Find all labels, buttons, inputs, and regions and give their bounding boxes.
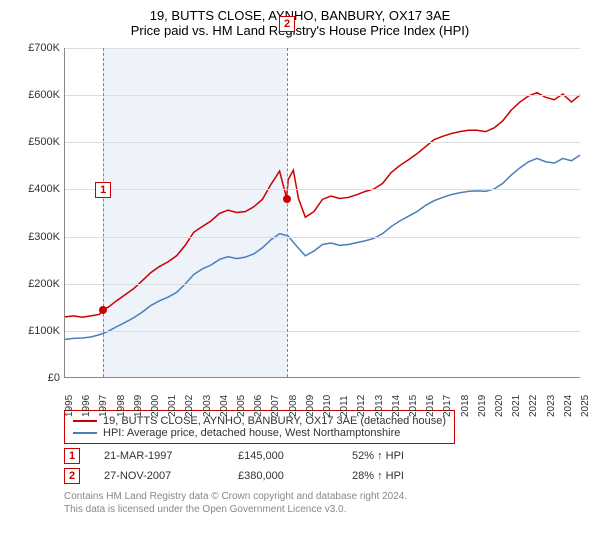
xtick-label: 1996 xyxy=(81,395,92,417)
gridline-h xyxy=(65,95,580,96)
xtick-label: 2022 xyxy=(528,395,539,417)
gridline-h xyxy=(65,284,580,285)
transaction-date: 27-NOV-2007 xyxy=(104,470,214,482)
xtick-label: 2005 xyxy=(236,395,247,417)
xtick-label: 1998 xyxy=(116,395,127,417)
legend-swatch xyxy=(73,420,97,422)
ytick-label: £300K xyxy=(12,231,60,243)
transaction-vline xyxy=(287,48,288,377)
ytick-label: £100K xyxy=(12,325,60,337)
xtick-label: 2015 xyxy=(408,395,419,417)
xtick-label: 1995 xyxy=(64,395,75,417)
transaction-vline xyxy=(103,48,104,377)
gridline-h xyxy=(65,237,580,238)
xtick-label: 2003 xyxy=(202,395,213,417)
ytick-label: £700K xyxy=(12,42,60,54)
ytick-label: £200K xyxy=(12,278,60,290)
transaction-row: 2 27-NOV-2007 £380,000 28% ↑ HPI xyxy=(64,468,588,484)
gridline-h xyxy=(65,48,580,49)
plot-area: 12 xyxy=(64,48,580,378)
xtick-label: 2014 xyxy=(391,395,402,417)
xtick-label: 2004 xyxy=(219,395,230,417)
transaction-badge: 2 xyxy=(279,16,295,32)
transaction-row-badge: 1 xyxy=(64,448,80,464)
ytick-label: £500K xyxy=(12,136,60,148)
transaction-date: 21-MAR-1997 xyxy=(104,450,214,462)
transaction-point xyxy=(99,306,107,314)
xtick-label: 2010 xyxy=(322,395,333,417)
xtick-label: 2002 xyxy=(184,395,195,417)
page-subtitle: Price paid vs. HM Land Registry's House … xyxy=(12,23,588,38)
xtick-label: 1999 xyxy=(133,395,144,417)
xtick-label: 2013 xyxy=(374,395,385,417)
xtick-label: 2016 xyxy=(425,395,436,417)
footer-line-1: Contains HM Land Registry data © Crown c… xyxy=(64,490,588,503)
footer-line-2: This data is licensed under the Open Gov… xyxy=(64,503,588,516)
gridline-h xyxy=(65,142,580,143)
ytick-label: £600K xyxy=(12,89,60,101)
xtick-label: 2018 xyxy=(460,395,471,417)
xtick-label: 1997 xyxy=(98,395,109,417)
legend-item: HPI: Average price, detached house, West… xyxy=(73,427,446,439)
price-chart: 12 £0 £100K £200K £300K £400K £500K £600K £700K… xyxy=(12,44,588,404)
legend-label: HPI: Average price, detached house, West… xyxy=(103,427,400,439)
xtick-label: 2008 xyxy=(288,395,299,417)
page-title: 19, BUTTS CLOSE, AYNHO, BANBURY, OX17 3A… xyxy=(12,8,588,23)
xtick-label: 2023 xyxy=(546,395,557,417)
xtick-label: 2012 xyxy=(356,395,367,417)
transaction-price: £380,000 xyxy=(238,470,328,482)
ytick-label: £0 xyxy=(12,372,60,384)
gridline-h xyxy=(65,331,580,332)
transaction-row-badge: 2 xyxy=(64,468,80,484)
xtick-label: 2025 xyxy=(580,395,591,417)
gridline-h xyxy=(65,189,580,190)
xtick-label: 2020 xyxy=(494,395,505,417)
chart-lines xyxy=(65,48,580,377)
transaction-delta: 52% ↑ HPI xyxy=(352,450,404,462)
transaction-badge: 1 xyxy=(95,182,111,198)
xtick-label: 2006 xyxy=(253,395,264,417)
footer-attribution: Contains HM Land Registry data © Crown c… xyxy=(64,490,588,516)
xtick-label: 2021 xyxy=(511,395,522,417)
xtick-label: 2024 xyxy=(563,395,574,417)
ytick-label: £400K xyxy=(12,183,60,195)
transaction-point xyxy=(283,195,291,203)
xtick-label: 2001 xyxy=(167,395,178,417)
xtick-label: 2017 xyxy=(442,395,453,417)
series-hpi xyxy=(65,155,580,339)
legend-swatch xyxy=(73,432,97,434)
xtick-label: 2007 xyxy=(270,395,281,417)
xtick-label: 2009 xyxy=(305,395,316,417)
transaction-delta: 28% ↑ HPI xyxy=(352,470,404,482)
xtick-label: 2019 xyxy=(477,395,488,417)
xtick-label: 2011 xyxy=(339,395,350,417)
xtick-label: 2000 xyxy=(150,395,161,417)
transaction-price: £145,000 xyxy=(238,450,328,462)
transaction-row: 1 21-MAR-1997 £145,000 52% ↑ HPI xyxy=(64,448,588,464)
